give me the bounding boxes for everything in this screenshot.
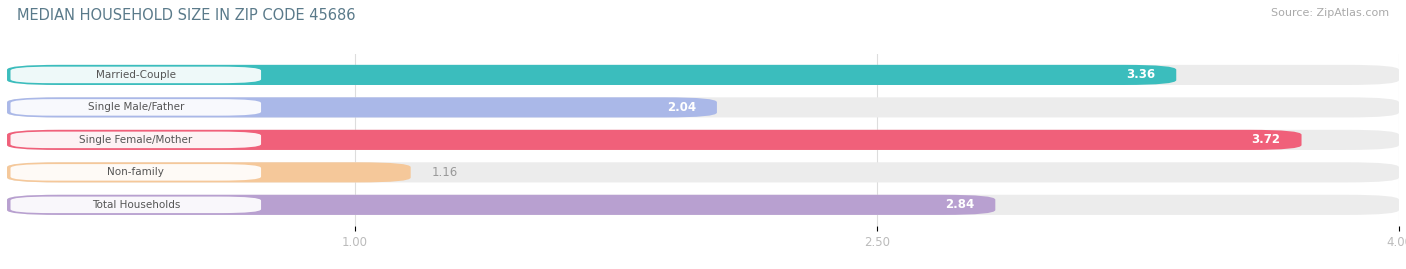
Text: Single Female/Mother: Single Female/Mother [79, 135, 193, 145]
FancyBboxPatch shape [7, 130, 1399, 150]
Text: Single Male/Father: Single Male/Father [87, 102, 184, 112]
FancyBboxPatch shape [7, 195, 1399, 215]
FancyBboxPatch shape [10, 197, 262, 213]
FancyBboxPatch shape [10, 67, 262, 83]
Text: 3.72: 3.72 [1251, 133, 1281, 146]
Text: Non-family: Non-family [107, 167, 165, 177]
Text: Total Households: Total Households [91, 200, 180, 210]
FancyBboxPatch shape [7, 65, 1177, 85]
Text: 3.36: 3.36 [1126, 68, 1156, 82]
Text: 1.16: 1.16 [432, 166, 458, 179]
FancyBboxPatch shape [10, 132, 262, 148]
FancyBboxPatch shape [10, 99, 262, 116]
Text: MEDIAN HOUSEHOLD SIZE IN ZIP CODE 45686: MEDIAN HOUSEHOLD SIZE IN ZIP CODE 45686 [17, 8, 356, 23]
FancyBboxPatch shape [7, 162, 411, 182]
Text: 2.04: 2.04 [666, 101, 696, 114]
FancyBboxPatch shape [7, 97, 717, 118]
FancyBboxPatch shape [7, 162, 1399, 182]
FancyBboxPatch shape [7, 65, 1399, 85]
FancyBboxPatch shape [7, 195, 995, 215]
Text: 2.84: 2.84 [945, 198, 974, 211]
Text: Married-Couple: Married-Couple [96, 70, 176, 80]
FancyBboxPatch shape [7, 130, 1302, 150]
FancyBboxPatch shape [7, 97, 1399, 118]
Text: Source: ZipAtlas.com: Source: ZipAtlas.com [1271, 8, 1389, 18]
FancyBboxPatch shape [10, 164, 262, 180]
